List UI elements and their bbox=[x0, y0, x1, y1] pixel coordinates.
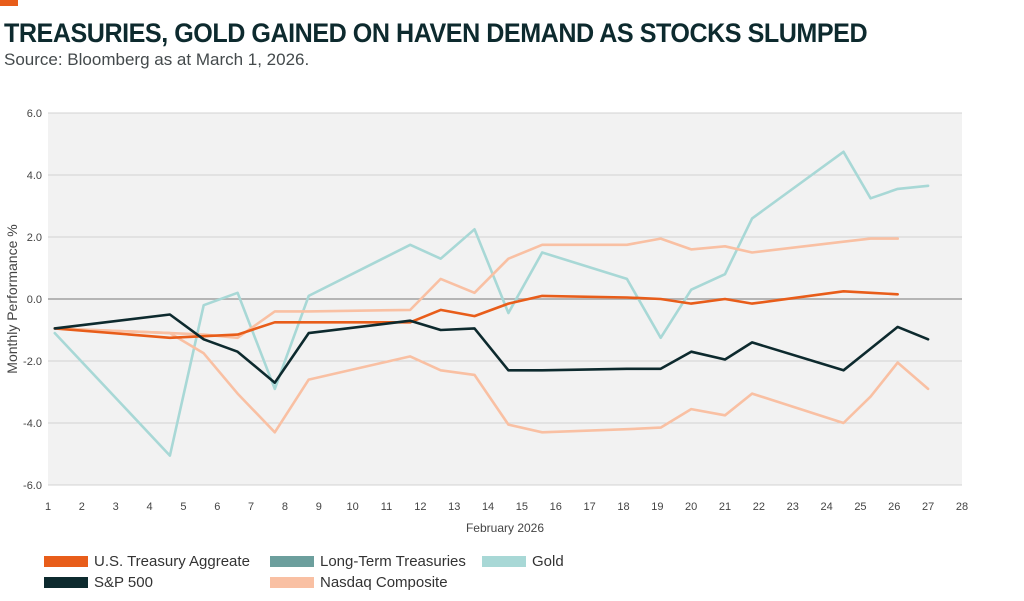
y-axis-label: Monthly Performance % bbox=[4, 224, 20, 373]
y-tick-label: -6.0 bbox=[23, 480, 42, 492]
x-tick-label: 10 bbox=[347, 501, 359, 513]
accent-bar bbox=[0, 0, 18, 6]
series-line-s-p-500 bbox=[53, 313, 930, 385]
x-tick-label: 13 bbox=[448, 501, 460, 513]
x-tick-label: 22 bbox=[753, 501, 765, 513]
x-tick-label: 1 bbox=[45, 501, 51, 513]
x-tick-label: 5 bbox=[180, 501, 186, 513]
x-tick-label: 25 bbox=[854, 501, 866, 513]
x-tick-label: 16 bbox=[550, 501, 562, 513]
legend-item-gold: Gold bbox=[482, 551, 564, 571]
legend-item-long-term-treasuries: Long-Term Treasuries bbox=[270, 551, 466, 571]
legend-label-nasdaq: Nasdaq Composite bbox=[320, 573, 448, 591]
legend: U.S. Treasury Aggreate Long-Term Treasur… bbox=[44, 551, 684, 595]
x-tick-label: 15 bbox=[516, 501, 528, 513]
x-tick-label: 2 bbox=[79, 501, 85, 513]
chart-source: Source: Bloomberg as at March 1, 2026. bbox=[4, 50, 310, 69]
series-line-u-s-treasury-aggreate bbox=[53, 289, 900, 340]
y-tick-label: -4.0 bbox=[23, 418, 42, 430]
x-tick-label: 6 bbox=[214, 501, 220, 513]
legend-item-sp500: S&P 500 bbox=[44, 572, 153, 592]
y-tick-label: 2.0 bbox=[27, 232, 42, 244]
legend-swatch-gold bbox=[482, 555, 526, 567]
legend-label-sp500: S&P 500 bbox=[94, 573, 153, 591]
legend-swatch-long-term-treasuries bbox=[270, 555, 314, 567]
x-tick-label: 4 bbox=[146, 501, 152, 513]
x-tick-label: 14 bbox=[482, 501, 494, 513]
legend-label-long-term-treasuries: Long-Term Treasuries bbox=[320, 552, 466, 570]
x-tick-label: 11 bbox=[381, 501, 392, 513]
x-tick-label: 17 bbox=[584, 501, 596, 513]
x-tick-label: 21 bbox=[719, 501, 731, 513]
y-tick-label: -2.0 bbox=[23, 356, 42, 368]
x-tick-label: 23 bbox=[787, 501, 799, 513]
x-axis-label: February 2026 bbox=[466, 521, 544, 535]
x-tick-label: 19 bbox=[651, 501, 663, 513]
x-tick-label: 24 bbox=[820, 501, 832, 513]
legend-swatch-nasdaq bbox=[270, 576, 314, 588]
legend-swatch-sp500 bbox=[44, 576, 88, 588]
x-tick-label: 18 bbox=[617, 501, 629, 513]
x-tick-label: 27 bbox=[922, 501, 934, 513]
x-tick-label: 26 bbox=[888, 501, 900, 513]
legend-item-nasdaq: Nasdaq Composite bbox=[270, 572, 448, 592]
legend-swatch-treasury-aggregate bbox=[44, 555, 88, 567]
legend-item-treasury-aggregate: U.S. Treasury Aggreate bbox=[44, 551, 250, 571]
y-tick-label: 0.0 bbox=[27, 294, 42, 306]
y-tick-label: 6.0 bbox=[27, 108, 42, 120]
chart-title: TREASURIES, GOLD GAINED ON HAVEN DEMAND … bbox=[4, 18, 868, 48]
legend-label-treasury-aggregate: U.S. Treasury Aggreate bbox=[94, 552, 250, 570]
x-tick-label: 9 bbox=[316, 501, 322, 513]
x-tick-label: 7 bbox=[248, 501, 254, 513]
y-tick-label: 4.0 bbox=[27, 170, 42, 182]
legend-label-gold: Gold bbox=[532, 552, 564, 570]
x-tick-label: 12 bbox=[414, 501, 426, 513]
x-tick-label: 3 bbox=[113, 501, 119, 513]
series-line-gold bbox=[53, 150, 930, 457]
x-tick-label: 20 bbox=[685, 501, 697, 513]
series-line-long-term-treasuries bbox=[53, 237, 900, 340]
x-tick-label: 8 bbox=[282, 501, 288, 513]
x-tick-label: 28 bbox=[956, 501, 968, 513]
series-line-nasdaq-composite bbox=[53, 327, 930, 434]
